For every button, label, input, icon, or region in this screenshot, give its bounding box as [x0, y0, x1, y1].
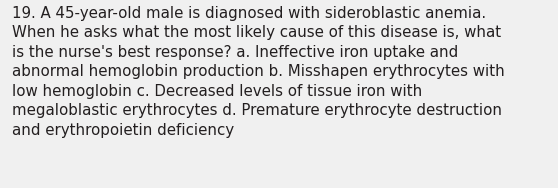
- Text: 19. A 45-year-old male is diagnosed with sideroblastic anemia.
When he asks what: 19. A 45-year-old male is diagnosed with…: [12, 6, 505, 138]
